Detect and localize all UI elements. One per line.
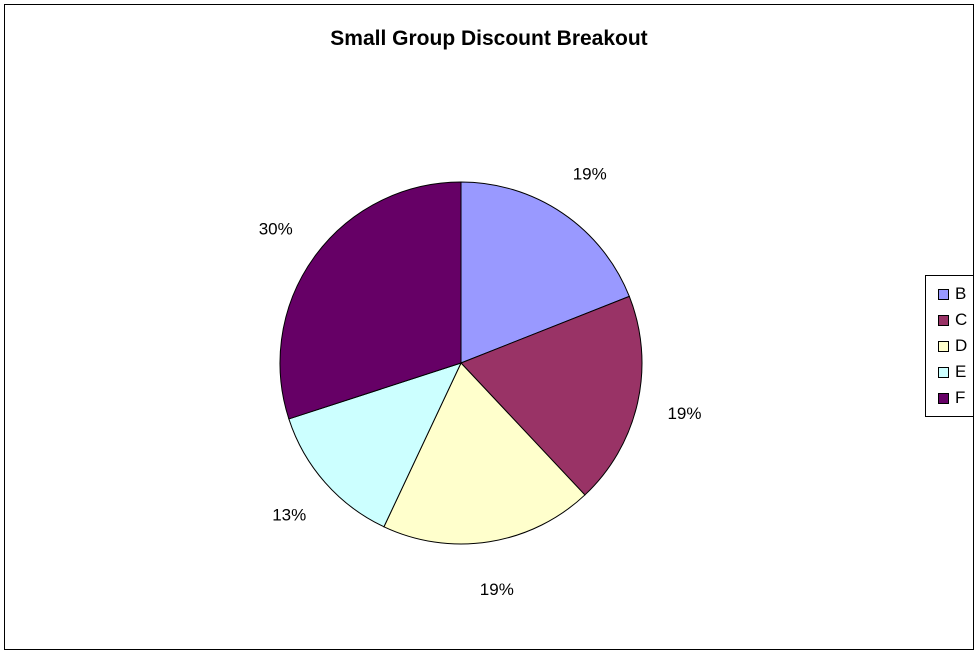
pie-chart: 19% 19% 19% 13% 30% [259,165,702,600]
pie-slice-d [383,362,586,545]
legend-label: E [955,362,967,381]
legend-item-e: E [926,359,973,385]
legend-label: F [955,388,966,407]
legend-item-d: D [926,333,973,359]
chart-frame: Small Group Discount Breakout 19% 19% 19% 1… [4,4,974,650]
legend-swatch [938,314,949,326]
legend-swatch [938,366,949,378]
pie-slice-b [460,181,630,364]
legend-label: B [955,284,967,303]
chart-title: Small Group Discount Breakout [330,27,648,50]
legend-item-c: C [926,307,973,333]
data-label-f: 30% [259,219,293,238]
legend-swatch [938,392,949,404]
pie-slice-c [460,295,643,496]
pie-slice-f [279,181,462,420]
legend-swatch [938,340,949,352]
data-label-e: 13% [272,505,306,524]
legend-swatch [938,288,949,300]
pie-slice-e [288,362,462,528]
legend-label: D [955,336,968,355]
legend-item-f: F [926,385,973,411]
legend-label: C [955,310,968,329]
data-label-b: 19% [573,165,607,184]
data-label-c: 19% [667,404,701,423]
legend-item-b: B [926,281,973,307]
data-label-d: 19% [480,580,514,599]
